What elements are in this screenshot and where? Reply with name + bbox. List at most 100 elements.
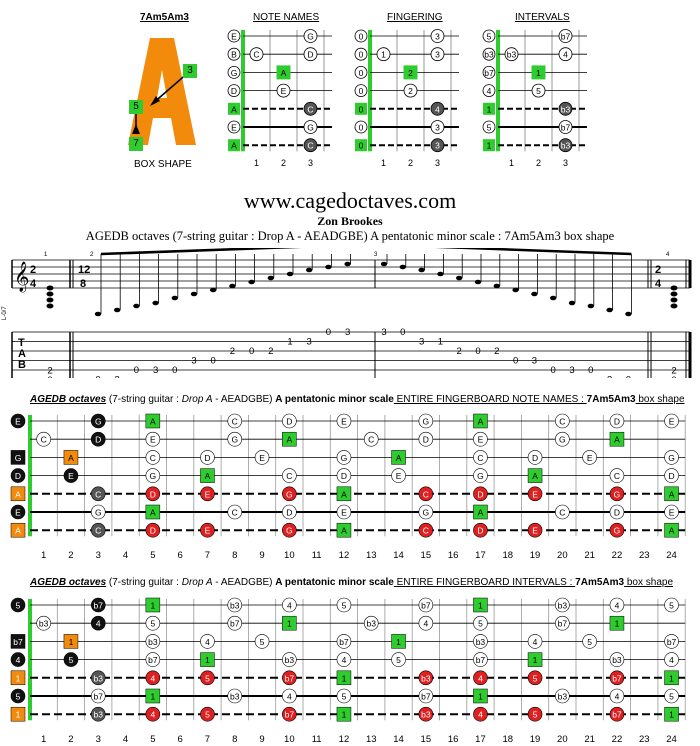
- mini-note-marker: [482, 120, 496, 134]
- mini-note-label: 4: [487, 86, 492, 96]
- note-head: [94, 311, 102, 317]
- note-label: b7: [421, 692, 431, 702]
- fret-number: 8: [232, 734, 237, 742]
- fret-number: 11: [312, 550, 322, 558]
- note-label: b7: [13, 637, 23, 647]
- note-label: D: [150, 526, 156, 536]
- note-head: [418, 267, 425, 273]
- note-head: [568, 300, 576, 306]
- mini-root-marker: [228, 102, 240, 115]
- note-marker: [200, 522, 215, 538]
- note-marker: [391, 450, 406, 465]
- note-head: [248, 279, 255, 285]
- note-label: 4: [615, 601, 620, 611]
- note-label: C: [423, 526, 429, 536]
- note-marker: [527, 670, 543, 686]
- tab-number: 3: [419, 337, 424, 348]
- note-label: b3: [558, 601, 568, 611]
- time-sig: 8: [80, 278, 86, 290]
- mini-note-label: D: [307, 50, 313, 60]
- fret-number: 3: [96, 734, 101, 742]
- note-marker: [10, 450, 26, 465]
- mini-note-label: 2: [408, 68, 413, 78]
- note-label: 5: [16, 692, 21, 702]
- note-label: b3: [421, 673, 431, 683]
- note-head: [171, 295, 178, 301]
- tab-number: 0: [172, 365, 177, 376]
- note-label: G: [286, 526, 293, 536]
- tab-number: 2: [671, 365, 676, 376]
- chord-note-head: [46, 285, 54, 291]
- note-label: C: [559, 508, 565, 518]
- tab-number: 0: [249, 346, 254, 357]
- note-label: 4: [615, 692, 620, 702]
- note-marker: [145, 431, 161, 447]
- box-marker-7: 7: [129, 137, 143, 151]
- mini-fret-number: 1: [381, 158, 386, 168]
- note-label: G: [95, 508, 102, 518]
- tab-number: 0: [551, 365, 556, 376]
- mini-note-marker: [376, 47, 391, 62]
- note-label: 5: [533, 673, 538, 683]
- note-label: A: [669, 526, 675, 536]
- mini-panel-2: 5 b7 b3 b3 4 b7 1 4 5 1 b3 5 b7 1 b3 1 2 3: [482, 29, 587, 168]
- fret-number: 23: [639, 550, 650, 558]
- fret-number: 1: [41, 550, 46, 558]
- note-label: b3: [39, 619, 49, 629]
- measure-number: 1: [44, 252, 48, 258]
- note-marker: [227, 413, 243, 429]
- note-marker: [145, 413, 161, 429]
- note-label: C: [232, 417, 238, 427]
- fret-number: 12: [339, 734, 350, 742]
- note-label: E: [587, 453, 593, 463]
- mini-note-label: G: [307, 123, 314, 133]
- tab-number: 3: [307, 337, 312, 348]
- note-label: G: [614, 526, 621, 536]
- note-marker: [10, 688, 26, 704]
- tab-letter: T: [18, 337, 25, 349]
- note-label: G: [614, 489, 621, 499]
- note-label: 4: [16, 655, 21, 665]
- note-marker: [527, 450, 543, 465]
- note-marker: [664, 670, 679, 686]
- note-marker: [227, 597, 243, 613]
- note-label: G: [477, 471, 484, 481]
- mini-note-label: E: [231, 32, 237, 42]
- mini-note-label: 3: [435, 123, 440, 133]
- tab-number: 0: [626, 375, 631, 379]
- note-marker: [473, 615, 488, 631]
- note-label: b3: [94, 673, 104, 683]
- note-marker: [200, 652, 215, 667]
- mini-note-marker: [354, 84, 368, 97]
- note-marker: [336, 504, 352, 520]
- note-label: 1: [615, 619, 620, 629]
- box-marker-3: 3: [183, 64, 197, 78]
- note-beam: [434, 248, 632, 256]
- site-url[interactable]: www.cagedoctaves.com: [243, 188, 457, 213]
- note-label: 4: [478, 710, 483, 720]
- note-marker: [90, 597, 106, 613]
- note-marker: [527, 486, 543, 502]
- note-label: G: [15, 453, 22, 463]
- mini-note-marker: [482, 29, 496, 43]
- mini-note-label: 0: [359, 68, 364, 78]
- mini-note-label: C: [307, 104, 313, 114]
- panel-title-intervals: INTERVALS: [515, 12, 570, 23]
- mini-note-label: A: [231, 141, 237, 151]
- mini-root-marker: [531, 65, 546, 80]
- fret-number: 16: [448, 734, 459, 742]
- note-label: E: [205, 489, 211, 499]
- note-head: [210, 287, 217, 293]
- mini-note-marker: [303, 101, 318, 116]
- mini-note-label: 3: [435, 141, 440, 151]
- fret-number: 5: [150, 550, 155, 558]
- tab-number: 0: [326, 327, 331, 338]
- note-marker: [363, 615, 379, 631]
- mini-note-label: A: [231, 104, 237, 114]
- tab-number: 3: [532, 356, 537, 367]
- note-head: [229, 283, 236, 289]
- mini-note-label: b3: [507, 50, 517, 60]
- mini-note-marker: [276, 83, 291, 98]
- tab-number: 0: [134, 365, 139, 376]
- tab-number: 2: [494, 346, 499, 357]
